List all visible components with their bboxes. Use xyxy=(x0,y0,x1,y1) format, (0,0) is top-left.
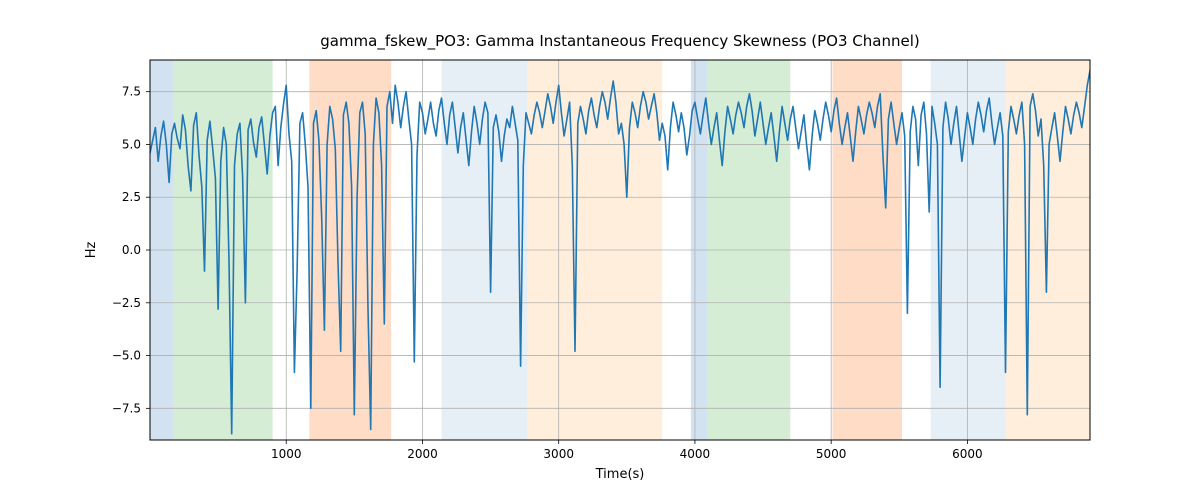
x-tick-label: 6000 xyxy=(952,447,983,461)
y-tick-label: −2.5 xyxy=(112,296,141,310)
timeseries-chart: gamma_fskew_PO3: Gamma Instantaneous Fre… xyxy=(0,0,1200,500)
y-tick-label: −5.0 xyxy=(112,349,141,363)
x-axis-label: Time(s) xyxy=(595,467,645,482)
chart-title: gamma_fskew_PO3: Gamma Instantaneous Fre… xyxy=(320,32,920,51)
y-tick-label: 2.5 xyxy=(122,190,141,204)
y-tick-label: 5.0 xyxy=(122,137,141,151)
y-ticks-group: −7.5 −5.0 −2.5 0.0 2.5 5.0 7.5 xyxy=(112,85,150,416)
y-tick-label: 0.0 xyxy=(122,243,141,257)
x-tick-label: 2000 xyxy=(407,447,438,461)
x-tick-label: 1000 xyxy=(271,447,302,461)
x-tick-label: 5000 xyxy=(816,447,847,461)
x-tick-label: 4000 xyxy=(680,447,711,461)
y-tick-label: 7.5 xyxy=(122,85,141,99)
x-ticks-group: 1000 2000 3000 4000 5000 6000 xyxy=(271,440,983,461)
x-tick-label: 3000 xyxy=(543,447,574,461)
y-axis-label: Hz xyxy=(84,242,99,259)
y-tick-label: −7.5 xyxy=(112,401,141,415)
